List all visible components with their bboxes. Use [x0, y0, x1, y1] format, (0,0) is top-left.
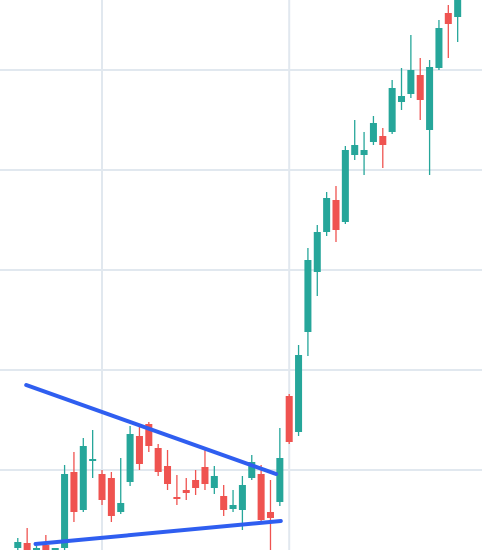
candle-body: [238, 485, 246, 510]
candle-body: [210, 476, 218, 488]
candle-body: [164, 466, 172, 484]
candle-body: [295, 355, 303, 432]
candle-body: [341, 150, 349, 222]
trendline: [33, 519, 283, 546]
candle-body: [435, 28, 443, 68]
candle-body: [454, 0, 462, 17]
candle-body: [285, 396, 293, 442]
candle-body: [351, 145, 359, 155]
candle-body: [426, 67, 434, 130]
candle-body: [201, 467, 209, 484]
candle-body: [51, 548, 59, 550]
candle-body: [407, 70, 415, 94]
candle-body: [173, 497, 181, 499]
candle-body: [248, 462, 256, 478]
candle-body: [89, 459, 97, 461]
candle-body: [266, 512, 274, 518]
candle-body: [220, 496, 228, 510]
candle-body: [135, 436, 143, 464]
candle-body: [126, 434, 134, 482]
candle-body: [398, 96, 406, 102]
candle-body: [23, 543, 31, 550]
candle-body: [416, 75, 424, 100]
candle-body: [276, 458, 284, 502]
candle-body: [257, 474, 265, 520]
candle-body: [379, 136, 387, 145]
trendline: [24, 383, 279, 476]
candle-body: [313, 232, 321, 272]
candle-body: [61, 474, 69, 548]
candle-body: [304, 260, 312, 332]
candle-body: [444, 13, 452, 24]
candle-body: [98, 474, 106, 500]
candle-body: [70, 472, 78, 512]
candle-body: [107, 478, 115, 516]
candle-body: [14, 542, 22, 548]
candle-body: [360, 150, 368, 155]
candle-body: [182, 490, 190, 493]
candle-body: [323, 198, 331, 232]
candle-body: [117, 503, 125, 512]
candle-body: [154, 448, 162, 472]
candle-body: [192, 480, 200, 488]
candle-body: [369, 123, 377, 142]
candle-body: [79, 446, 87, 510]
candle-body: [32, 548, 41, 550]
candle-body: [145, 424, 153, 446]
candle-body: [388, 88, 396, 132]
candle-body: [229, 505, 237, 509]
candle-body: [42, 545, 50, 550]
candle-body: [332, 200, 340, 230]
